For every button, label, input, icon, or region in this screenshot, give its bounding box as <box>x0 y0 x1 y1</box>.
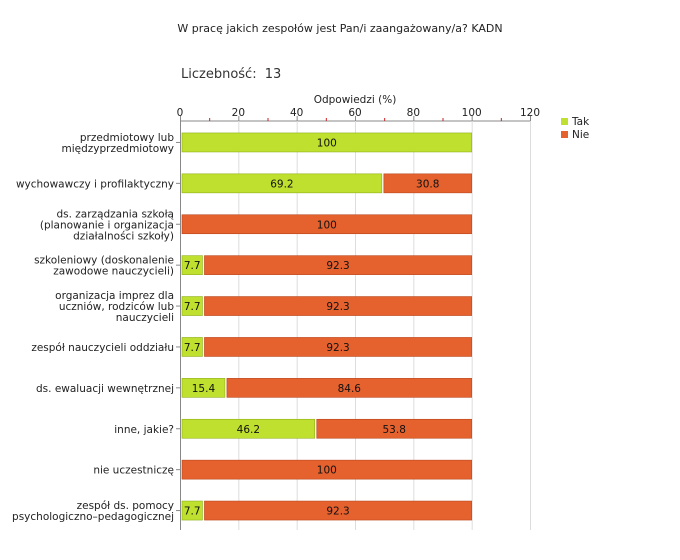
x-tick-label-1: 20 <box>232 107 245 119</box>
bar-nie-4 <box>204 296 472 316</box>
bar-label-nie-5: 92.3 <box>326 342 349 354</box>
bar-label-tak-3: 7.7 <box>184 260 201 272</box>
x-tick-label-3: 60 <box>348 107 361 119</box>
bar-label-tak-5: 7.7 <box>184 342 201 354</box>
x-tick-label-2: 40 <box>290 107 303 119</box>
category-label-2-1: (planowanie i organizacja <box>40 219 174 231</box>
category-label-6-0: ds. ewaluacji wewnętrznej <box>36 383 174 395</box>
category-label-4-1: uczniów, rodziców lub <box>59 301 174 313</box>
bar-nie-5 <box>204 337 472 357</box>
bar-nie-2 <box>181 214 472 235</box>
x-tick-label-4: 80 <box>407 107 420 119</box>
bar-label-nie-8: 100 <box>317 465 337 477</box>
category-label-9-0: zespół ds. pomocy <box>77 500 174 512</box>
bar-label-nie-7: 53.8 <box>383 424 406 436</box>
bar-tak-1 <box>181 173 383 194</box>
bar-label-tak-7: 46.2 <box>237 424 260 436</box>
category-label-1-0: wychowawczy i profilaktyczny <box>16 178 174 190</box>
bar-label-nie-4: 92.3 <box>326 301 349 313</box>
category-label-3-1: zawodowe nauczycieli) <box>53 266 174 278</box>
bar-label-tak-1: 69.2 <box>270 178 293 190</box>
bar-label-tak-9: 7.7 <box>184 506 201 518</box>
category-label-4-0: organizacja imprez dla <box>55 290 174 302</box>
bar-label-tak-6: 15.4 <box>192 383 216 395</box>
bar-tak-7 <box>181 418 316 439</box>
bar-tak-6 <box>181 378 226 398</box>
sample-size-value: 13 <box>264 67 282 82</box>
sample-size-label: Liczebność: <box>181 67 257 82</box>
x-axis-title: Odpowiedzi (%) <box>314 94 397 106</box>
bar-tak-9 <box>181 500 203 521</box>
bar-tak-4 <box>181 296 203 316</box>
bar-nie-6 <box>226 378 472 398</box>
bar-nie-3 <box>204 255 472 275</box>
chart-title: W pracę jakich zespołów jest Pan/i zaang… <box>177 22 503 35</box>
bar-label-nie-2: 100 <box>317 219 337 231</box>
bar-label-nie-3: 92.3 <box>326 260 349 272</box>
category-label-0-1: międzyprzedmiotowy <box>61 143 174 155</box>
x-tick-label-0: 0 <box>177 107 184 119</box>
bar-label-tak-4: 7.7 <box>184 301 201 313</box>
bar-nie-1 <box>383 173 472 194</box>
bar-tak-3 <box>181 255 203 275</box>
sample-size: Liczebność: 13 <box>181 67 285 82</box>
bar-label-nie-6: 84.6 <box>338 383 362 395</box>
legend-swatch-tak <box>561 118 568 125</box>
bar-nie-9 <box>204 500 472 521</box>
category-label-8-0: nie uczestniczę <box>93 465 174 477</box>
legend-label-nie: Nie <box>572 129 589 141</box>
bar-tak-0 <box>181 132 472 153</box>
legend-swatch-nie <box>561 131 568 138</box>
bar-label-nie-1: 30.8 <box>416 178 439 190</box>
bar-tak-5 <box>181 337 203 357</box>
category-label-4-2: nauczycieli <box>116 312 174 324</box>
category-label-5-0: zespół nauczycieli oddziału <box>31 342 174 354</box>
category-label-9-1: psychologiczno–pedagogicznej <box>12 511 174 523</box>
bar-nie-7 <box>316 418 472 439</box>
category-label-0-0: przedmiotowy lub <box>80 132 174 144</box>
category-label-2-2: działalności szkoły) <box>73 230 174 242</box>
bar-nie-8 <box>181 459 472 480</box>
category-label-3-0: szkoleniowy (doskonalenie <box>34 255 174 267</box>
x-tick-label-5: 100 <box>462 107 482 119</box>
x-tick-label-6: 120 <box>520 107 540 119</box>
legend-label-tak: Tak <box>571 116 590 128</box>
bar-label-nie-9: 92.3 <box>326 506 349 518</box>
bar-label-tak-0: 100 <box>317 137 337 149</box>
category-label-2-0: ds. zarządzania szkołą <box>56 208 174 220</box>
category-label-7-0: inne, jakie? <box>114 424 174 436</box>
